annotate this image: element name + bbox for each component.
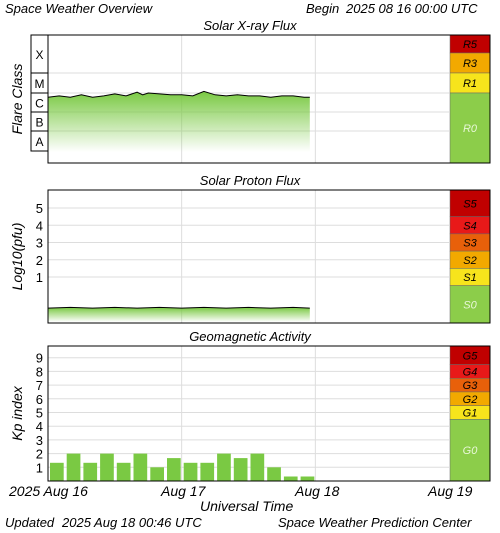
kp-bar-4 [116,462,131,481]
xray-flux-area [48,91,310,152]
kp-ylabel: Kp index [9,385,25,440]
xray-flux-line [47,90,310,98]
kp-bar-13 [267,467,281,481]
kp-bar-15 [300,476,315,481]
kp-bar-0 [50,462,64,481]
kp-bar-14 [283,476,298,481]
xray-scale-label-r5: R5 [463,39,478,51]
xray-scale-label-r1: R1 [463,78,477,90]
page-title: Space Weather Overview [5,1,153,16]
proton-scale-label-s4: S4 [463,220,476,232]
kp-bar-1 [66,453,81,481]
kp-scale-band-g0 [449,419,491,482]
proton-ytick-3: 3 [36,236,43,251]
proton-ytick-5: 5 [36,201,43,216]
proton-scale-label-s5: S5 [463,198,477,210]
xray-class-label-b: B [35,116,43,130]
time-tick-aug18: Aug 18 [295,483,340,499]
xray-title: Solar X-ray Flux [203,18,297,33]
kp-bar-2 [83,462,98,481]
kp-bar-8 [183,462,198,481]
proton-flux-area [48,307,310,322]
proton-scale-label-s3: S3 [463,238,477,250]
kp-bar-3 [100,453,114,481]
kp-scale-label-g1: G1 [463,408,478,420]
proton-border [47,189,491,324]
kp-bar-6 [150,467,164,481]
xray-class-label-x: X [35,48,43,62]
kp-scale-label-g3: G3 [463,380,479,392]
proton-ytick-2: 2 [36,253,43,268]
time-tick-aug17: Aug 17 [161,483,206,499]
xray-class-label-a: A [35,135,43,149]
source-credit: Space Weather Prediction Center [278,515,472,530]
proton-scale-band-s5 [449,189,491,217]
kp-bar-10 [217,453,231,481]
time-tick-aug19: Aug 19 [428,483,473,499]
kp-scale-label-g5: G5 [463,350,479,362]
updated-label: Updated [5,515,55,530]
kp-scale-label-g2: G2 [463,394,478,406]
xray-ylabel: Flare Class [9,64,25,135]
kp-scale-label-g0: G0 [463,445,479,457]
proton-ytick-1: 1 [36,270,43,285]
kp-bar-7 [167,458,181,481]
kp-border [47,345,491,482]
time-axis-label: Universal Time [200,498,294,514]
proton-scale-label-s1: S1 [463,272,476,284]
xray-scale-band-r0 [449,92,491,164]
kp-scale-label-g4: G4 [463,366,478,378]
proton-title: Solar Proton Flux [200,173,301,188]
kp-ytick-3: 3 [36,433,43,448]
xray-scale-label-r3: R3 [463,58,478,70]
time-tick-aug16: 2025 Aug 16 [9,483,88,499]
kp-ytick-8: 8 [36,364,43,379]
proton-ytick-4: 4 [36,218,43,233]
proton-plot-area [48,190,449,323]
xray-class-label-c: C [35,97,44,111]
kp-ytick-7: 7 [36,378,43,393]
kp-bar-11 [233,458,248,481]
kp-ytick-9: 9 [36,351,43,366]
kp-title: Geomagnetic Activity [189,329,312,344]
xray-class-label-m: M [35,77,45,91]
kp-ytick-1: 1 [36,460,43,475]
begin-value: 2025 08 16 00:00 UTC [346,1,478,16]
proton-flux-line [47,306,310,309]
kp-bar-9 [200,462,215,481]
kp-ytick-6: 6 [36,392,43,407]
kp-bar-12 [250,453,265,481]
updated-value: 2025 Aug 18 00:46 UTC [62,515,202,530]
proton-scale-band-s0 [449,285,491,324]
kp-ytick-5: 5 [36,406,43,421]
proton-ylabel: Log10(pfu) [9,223,25,291]
begin-label: Begin [306,1,340,16]
xray-border [47,34,491,164]
kp-bar-5 [133,453,148,481]
kp-plot-area [48,346,449,481]
kp-ytick-4: 4 [36,419,43,434]
xray-scale-label-r0: R0 [463,123,478,135]
proton-scale-label-s0: S0 [463,299,477,311]
kp-ytick-2: 2 [36,447,43,462]
proton-scale-label-s2: S2 [463,255,476,267]
